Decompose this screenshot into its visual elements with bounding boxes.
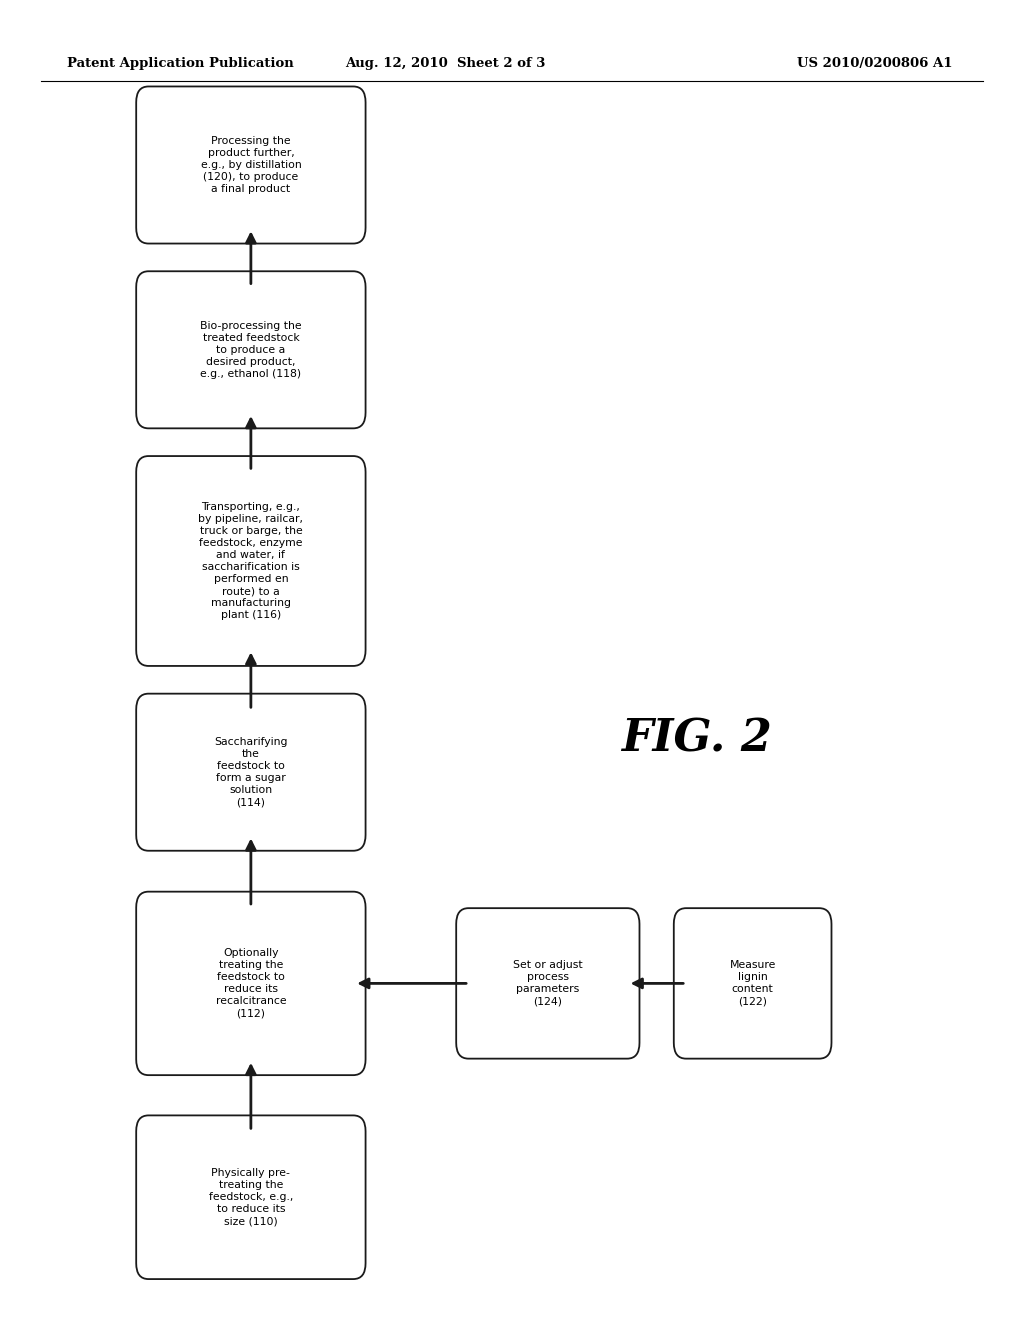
FancyBboxPatch shape	[136, 892, 366, 1074]
Text: Processing the
product further,
e.g., by distillation
(120), to produce
a final : Processing the product further, e.g., by…	[201, 136, 301, 194]
FancyBboxPatch shape	[136, 272, 366, 428]
Text: US 2010/0200806 A1: US 2010/0200806 A1	[797, 57, 952, 70]
FancyBboxPatch shape	[136, 457, 366, 667]
FancyBboxPatch shape	[136, 1115, 366, 1279]
Text: Set or adjust
process
parameters
(124): Set or adjust process parameters (124)	[513, 961, 583, 1006]
FancyBboxPatch shape	[136, 87, 366, 243]
Text: Measure
lignin
content
(122): Measure lignin content (122)	[729, 961, 776, 1006]
Text: Patent Application Publication: Patent Application Publication	[67, 57, 293, 70]
Text: Physically pre-
treating the
feedstock, e.g.,
to reduce its
size (110): Physically pre- treating the feedstock, …	[209, 1168, 293, 1226]
FancyBboxPatch shape	[674, 908, 831, 1059]
Text: Saccharifying
the
feedstock to
form a sugar
solution
(114): Saccharifying the feedstock to form a su…	[214, 737, 288, 808]
Text: FIG. 2: FIG. 2	[621, 718, 772, 760]
Text: Optionally
treating the
feedstock to
reduce its
recalcitrance
(112): Optionally treating the feedstock to red…	[216, 948, 286, 1019]
FancyBboxPatch shape	[136, 694, 366, 851]
Text: Transporting, e.g.,
by pipeline, railcar,
truck or barge, the
feedstock, enzyme
: Transporting, e.g., by pipeline, railcar…	[199, 502, 303, 620]
FancyBboxPatch shape	[457, 908, 639, 1059]
Text: Aug. 12, 2010  Sheet 2 of 3: Aug. 12, 2010 Sheet 2 of 3	[345, 57, 546, 70]
Text: Bio-processing the
treated feedstock
to produce a
desired product,
e.g., ethanol: Bio-processing the treated feedstock to …	[200, 321, 302, 379]
